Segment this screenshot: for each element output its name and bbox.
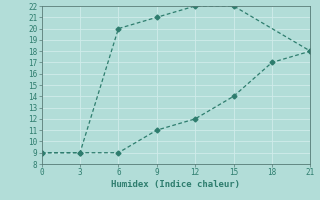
X-axis label: Humidex (Indice chaleur): Humidex (Indice chaleur): [111, 180, 241, 189]
